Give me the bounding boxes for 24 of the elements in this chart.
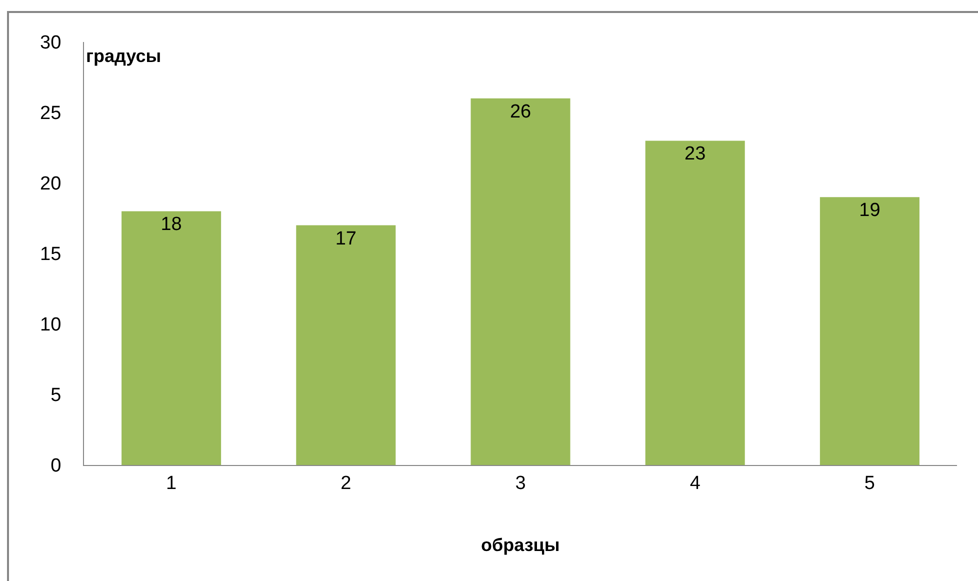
y-tick-label: 0 — [50, 456, 62, 477]
x-tick-label: 5 — [864, 472, 875, 494]
y-tick-label: 30 — [40, 32, 62, 54]
data-label: 18 — [160, 214, 182, 236]
bar — [645, 140, 745, 465]
data-label: 23 — [684, 144, 706, 165]
x-tick-label: 4 — [690, 472, 701, 494]
y-axis-title: градусы — [86, 46, 162, 66]
bar — [296, 225, 396, 465]
data-label: 19 — [859, 200, 880, 222]
data-label: 26 — [510, 101, 532, 122]
y-tick-label: 15 — [40, 244, 62, 266]
x-tick-label: 2 — [340, 472, 352, 494]
y-tick-label: 20 — [40, 174, 62, 195]
bar — [122, 211, 222, 465]
y-tick-label: 5 — [50, 385, 62, 406]
x-tick-label: 1 — [166, 472, 177, 494]
bar — [470, 98, 570, 465]
bar — [820, 197, 920, 465]
x-axis-title: образцы — [481, 535, 560, 555]
y-tick-label: 25 — [40, 103, 62, 124]
data-label: 17 — [335, 228, 356, 250]
y-tick-label: 10 — [40, 314, 62, 336]
x-tick-label: 3 — [515, 472, 526, 494]
